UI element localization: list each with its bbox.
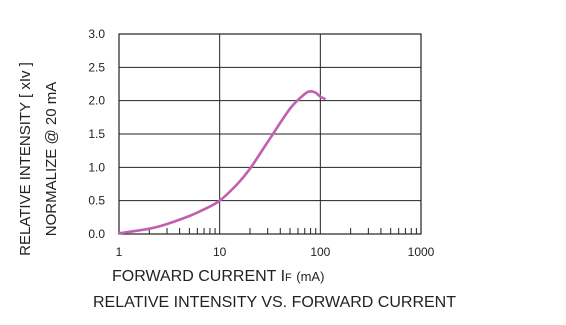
series-line (117, 89, 326, 235)
x-tick-labels: 1 10 100 1000 (116, 245, 435, 259)
x-axis-label-subscript: F (285, 272, 292, 284)
y-tick-label: 1.5 (88, 127, 105, 141)
y-tick-labels: 0.0 0.5 1.0 1.5 2.0 2.5 3.0 (88, 27, 105, 241)
y-tick-label: 2.5 (88, 60, 105, 74)
grid-lines (119, 34, 421, 234)
series-layer (117, 89, 326, 235)
y-tick-label: 3.0 (88, 27, 105, 41)
chart-title: RELATIVE INTENSITY VS. FORWARD CURRENT (93, 294, 457, 311)
x-tick-label: 10 (213, 245, 227, 259)
minor-ticks (148, 228, 417, 234)
x-axis-label-unit: (mA) (296, 269, 325, 284)
x-axis-label: FORWARD CURRENT IF (mA) (112, 268, 324, 286)
y-tick-label: 2.0 (88, 94, 105, 108)
y-axis-label-line2: NORMALIZE @ 20 mA (43, 82, 60, 236)
x-tick-label: 1000 (408, 245, 435, 259)
y-axis-label-line1: RELATIVE INTENSITY [ xIv ] (17, 62, 34, 256)
y-tick-label: 1.0 (88, 160, 105, 174)
y-tick-label: 0.0 (88, 227, 105, 241)
plot-frame (118, 33, 422, 235)
y-tick-label: 0.5 (88, 194, 105, 208)
x-tick-label: 1 (116, 245, 123, 259)
x-axis-label-main: FORWARD CURRENT I (112, 268, 286, 285)
x-tick-label: 100 (310, 245, 330, 259)
